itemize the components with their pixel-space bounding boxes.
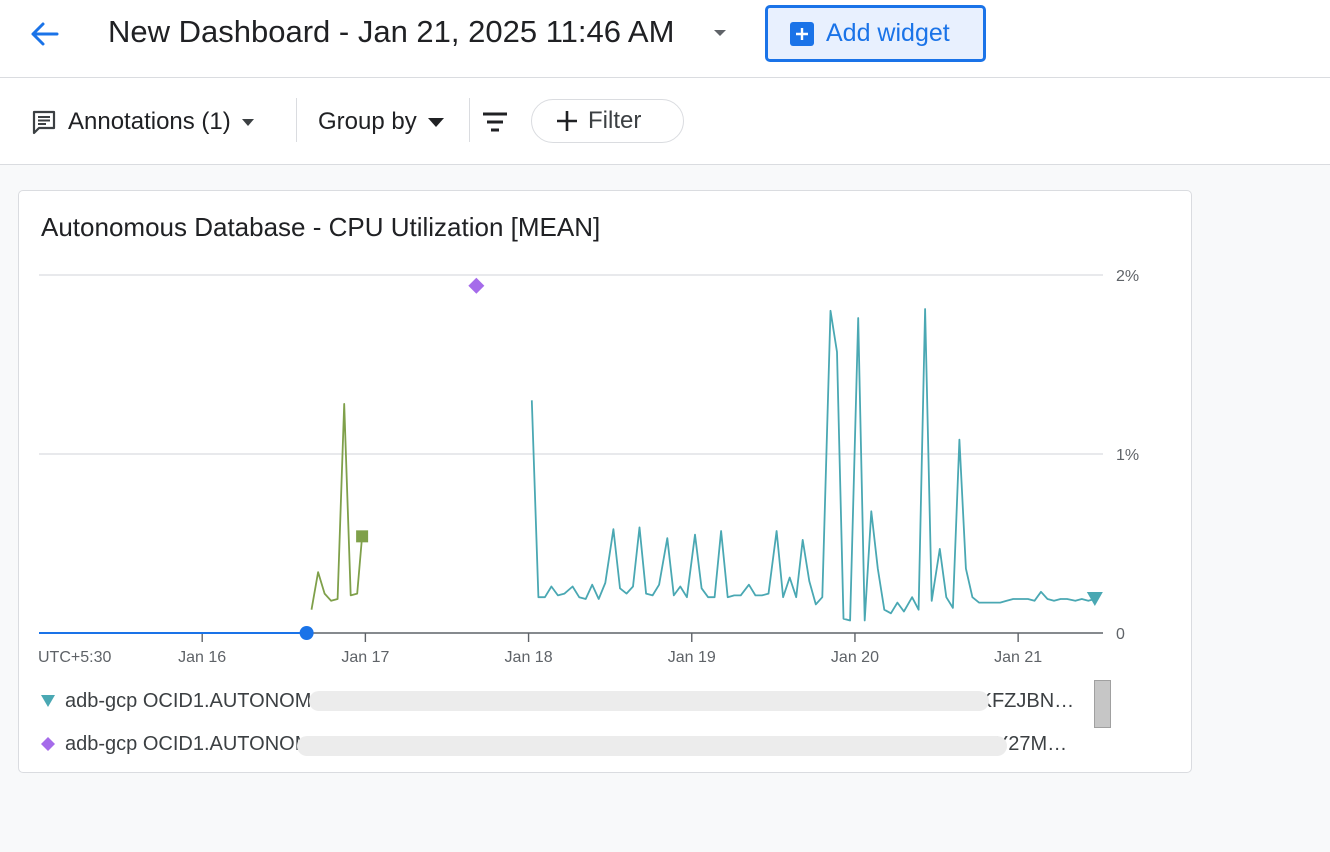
triangle-down-icon [39, 692, 57, 710]
filter-label: Filter [588, 107, 642, 134]
group-by-label: Group by [318, 108, 417, 135]
x-tick-label: Jan 17 [341, 649, 389, 666]
y-tick-label: 0 [1116, 626, 1125, 643]
legend-item-series-1[interactable]: adb-gcp OCID1.AUTONOMOUSDATABASE.OC1..AA… [39, 688, 1075, 714]
x-tick-label: Jan 21 [994, 649, 1042, 666]
annotations-label: Annotations (1) [68, 108, 231, 135]
sort-button[interactable] [480, 108, 510, 136]
redaction-bar [297, 736, 1007, 756]
x-tick-label: Jan 16 [178, 649, 226, 666]
title-dropdown-button[interactable] [705, 20, 735, 46]
legend-scrollbar[interactable] [1094, 680, 1111, 728]
caret-down-icon [714, 30, 726, 36]
add-widget-label: Add widget [826, 19, 950, 47]
plus-icon [557, 111, 577, 131]
back-button[interactable] [24, 17, 64, 51]
cpu-utilization-chart[interactable]: 0 1% 2% UTC+5:30 Jan 16 Jan 17 Jan 18 Jan 19 Jan… [19, 191, 1193, 671]
comment-icon [32, 110, 56, 135]
x-tick-label: Jan 20 [831, 649, 879, 666]
chart-title: Autonomous Database - CPU Utilization [M… [41, 212, 601, 242]
caret-down-icon [427, 117, 444, 127]
y-tick-label: 1% [1116, 447, 1139, 464]
chart-widget-card[interactable]: Autonomous Database - CPU Utilization [M… [18, 190, 1192, 773]
group-by-button[interactable]: Group by [318, 102, 445, 142]
sort-icon [483, 112, 507, 132]
dashboard-title: New Dashboard - Jan 21, 2025 11:46 AM [108, 14, 675, 49]
annotations-button[interactable]: Annotations (1) [30, 102, 255, 142]
legend-item-series-2[interactable]: adb-gcp OCID1.AUTONOMOUSDATABASE.OC1..AA… [39, 731, 1075, 757]
caret-down-icon [241, 118, 254, 126]
filter-button[interactable]: Filter [531, 99, 684, 143]
timezone-label: UTC+5:30 [38, 649, 111, 666]
redaction-bar [309, 691, 989, 711]
x-tick-label: Jan 19 [668, 649, 716, 666]
add-box-icon [790, 21, 814, 46]
dashboard-header: New Dashboard - Jan 21, 2025 11:46 AM Ad… [0, 0, 1330, 78]
series-end-marker [356, 530, 369, 543]
toolbar-divider [469, 98, 470, 142]
y-tick-label: 2% [1116, 268, 1139, 285]
add-widget-button[interactable]: Add widget [765, 5, 986, 62]
series-end-marker [1086, 591, 1103, 606]
series-line-3 [530, 308, 1096, 622]
data-point [468, 277, 485, 294]
dashboard-toolbar: Annotations (1) Group by Filter [0, 78, 1330, 165]
diamond-icon [39, 735, 57, 753]
toolbar-divider [296, 98, 297, 142]
series-line-2 [310, 402, 363, 610]
arrow-back-icon [31, 22, 59, 46]
series-end-marker [299, 626, 314, 640]
x-tick-label: Jan 18 [505, 649, 553, 666]
